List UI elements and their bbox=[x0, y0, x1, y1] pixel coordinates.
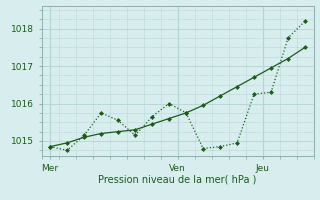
X-axis label: Pression niveau de la mer( hPa ): Pression niveau de la mer( hPa ) bbox=[99, 174, 257, 184]
